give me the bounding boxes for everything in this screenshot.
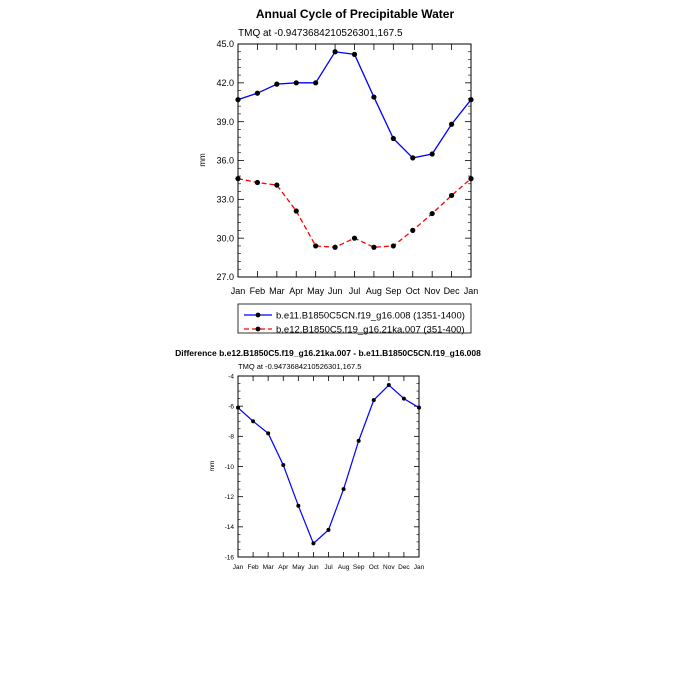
chart1-y-tick-label: 39.0	[216, 117, 234, 127]
chart1-y-tick-label: 27.0	[216, 272, 234, 282]
chart1-plot-frame	[237, 43, 472, 278]
chart1-y-tick-label: 33.0	[216, 194, 234, 204]
chart2-x-tick-label: Sep	[353, 564, 365, 571]
chart1-series-1-point	[235, 97, 241, 103]
chart2-series-1-point	[386, 383, 391, 388]
chart2-y-tick-label: -6	[228, 403, 234, 410]
chart1-series-2-point	[371, 244, 377, 250]
chart2-series-1-point	[371, 398, 376, 403]
chart2-series-1-point	[281, 462, 286, 467]
chart1-legend-label-2: b.e12.B1850C5.f19_g16.21ka.007 (351-400)	[276, 325, 465, 336]
chart1-series-1-point	[429, 151, 435, 157]
chart1-legend-box	[237, 303, 472, 334]
chart2-x-tick-label: Mar	[263, 564, 275, 571]
chart1-y-tick-label: 30.0	[216, 233, 234, 243]
chart2-x-tick-label: Jan	[414, 564, 425, 571]
chart2-series-1-point	[236, 405, 240, 410]
chart2-series-1-point	[341, 487, 346, 492]
chart1-series-2-point	[410, 227, 416, 233]
chart1-legend-label-1: b.e11.B1850C5CN.f19_g16.008 (1351-1400)	[276, 311, 465, 322]
chart1-legend-marker-1	[255, 312, 261, 318]
chart2-series-1-point	[417, 405, 421, 410]
chart2-series-line-1	[237, 384, 420, 545]
chart1-x-tick-label: Aug	[366, 286, 382, 296]
chart1-series-2-point	[468, 176, 474, 182]
chart1-series-2-point	[429, 210, 435, 217]
chart2-y-tick-label: -12	[225, 494, 235, 501]
chart1-x-tick-label: May	[307, 286, 325, 296]
chart1-y-tick-label: 45.0	[216, 39, 234, 49]
chart2-subtitle: TMQ at -0.9473684210526301,167.5	[238, 362, 361, 371]
chart1-series-1-point	[371, 94, 377, 100]
chart2-y-tick-label: -16	[225, 554, 235, 561]
chart2-x-tick-label: Aug	[338, 564, 350, 571]
chart1-series-1-point	[410, 155, 416, 161]
chart1-series-1-point	[313, 80, 319, 86]
chart1-series-1-point	[468, 97, 474, 103]
chart1-x-tick-label: Jan	[464, 286, 479, 296]
chart1-x-tick-label: Oct	[406, 286, 421, 296]
chart1-series-2-point	[448, 192, 455, 199]
chart1-series-2-point	[390, 243, 396, 249]
chart1-x-tick-label: Sep	[385, 286, 401, 296]
chart1-series-1-point	[293, 80, 299, 86]
chart1-x-tick-label: Dec	[444, 286, 461, 296]
chart1-series-1-point	[448, 121, 455, 127]
chart2-ylabel: mm	[209, 461, 216, 472]
chart1-y-tick-label: 36.0	[216, 156, 234, 166]
chart1-x-tick-label: Jan	[231, 286, 246, 296]
chart1-x-tick-label: Jul	[349, 286, 361, 296]
chart1-x-tick-label: Nov	[424, 286, 441, 296]
chart1-x-tick-label: Mar	[269, 286, 285, 296]
chart1-series-2-point	[274, 182, 280, 188]
chart1-series-line-1	[237, 51, 472, 159]
chart1-series-2-point	[332, 244, 338, 250]
chart2-y-tick-label: -8	[228, 434, 234, 441]
chart2-x-tick-label: Jun	[308, 564, 319, 571]
chart1-y-tick-label: 42.0	[216, 78, 234, 88]
chart2-series-1-point	[356, 438, 361, 443]
chart-difference: Difference b.e12.B1850C5.f19_g16.21ka.00…	[175, 348, 481, 571]
chart2-series-1-point	[251, 419, 256, 424]
chart1-series-2-point	[293, 208, 299, 214]
chart2-series-1-point	[296, 503, 301, 508]
chart2-series-1-point	[311, 541, 316, 546]
chart2-x-tick-label: Dec	[398, 564, 410, 571]
chart1-legend-marker-2	[255, 326, 261, 332]
chart2-x-tick-label: Oct	[369, 564, 379, 571]
chart1-series-1-point	[390, 135, 396, 142]
chart1-series-2-point	[313, 243, 319, 249]
chart1-subtitle: TMQ at -0.9473684210526301,167.5	[238, 28, 403, 39]
chart2-series-1-point	[401, 396, 406, 401]
chart1-series-1-point	[351, 51, 358, 57]
chart1-series-2-point	[351, 235, 358, 241]
chart2-y-tick-label: -10	[225, 464, 235, 471]
chart1-x-tick-label: Apr	[289, 286, 303, 296]
chart2-series-1-point	[326, 527, 331, 532]
chart2-x-tick-label: Jan	[233, 564, 244, 571]
chart2-x-tick-label: Nov	[383, 564, 395, 571]
chart1-series-2-point	[254, 179, 261, 186]
chart2-title: Difference b.e12.B1850C5.f19_g16.21ka.00…	[175, 348, 481, 358]
chart1-series-1-point	[274, 81, 280, 87]
chart1-series-1-point	[254, 90, 261, 96]
chart1-series-2-point	[235, 176, 241, 182]
chart2-x-tick-label: Apr	[278, 564, 289, 571]
chart2-x-tick-label: Jul	[324, 564, 333, 571]
chart2-x-tick-label: Feb	[247, 564, 259, 571]
chart2-y-tick-label: -4	[228, 373, 234, 380]
chart2-series-1-point	[266, 431, 271, 436]
chart1-ylabel: mm	[198, 153, 207, 167]
chart1-title: Annual Cycle of Precipitable Water	[256, 7, 455, 21]
chart1-x-tick-label: Jun	[328, 286, 343, 296]
chart-precipitable-water: Annual Cycle of Precipitable Water TMQ a…	[198, 7, 478, 336]
chart1-x-tick-label: Feb	[250, 286, 266, 296]
chart1-series-1-point	[332, 49, 338, 55]
chart2-y-tick-label: -14	[225, 524, 235, 531]
chart2-x-tick-label: May	[292, 564, 305, 571]
